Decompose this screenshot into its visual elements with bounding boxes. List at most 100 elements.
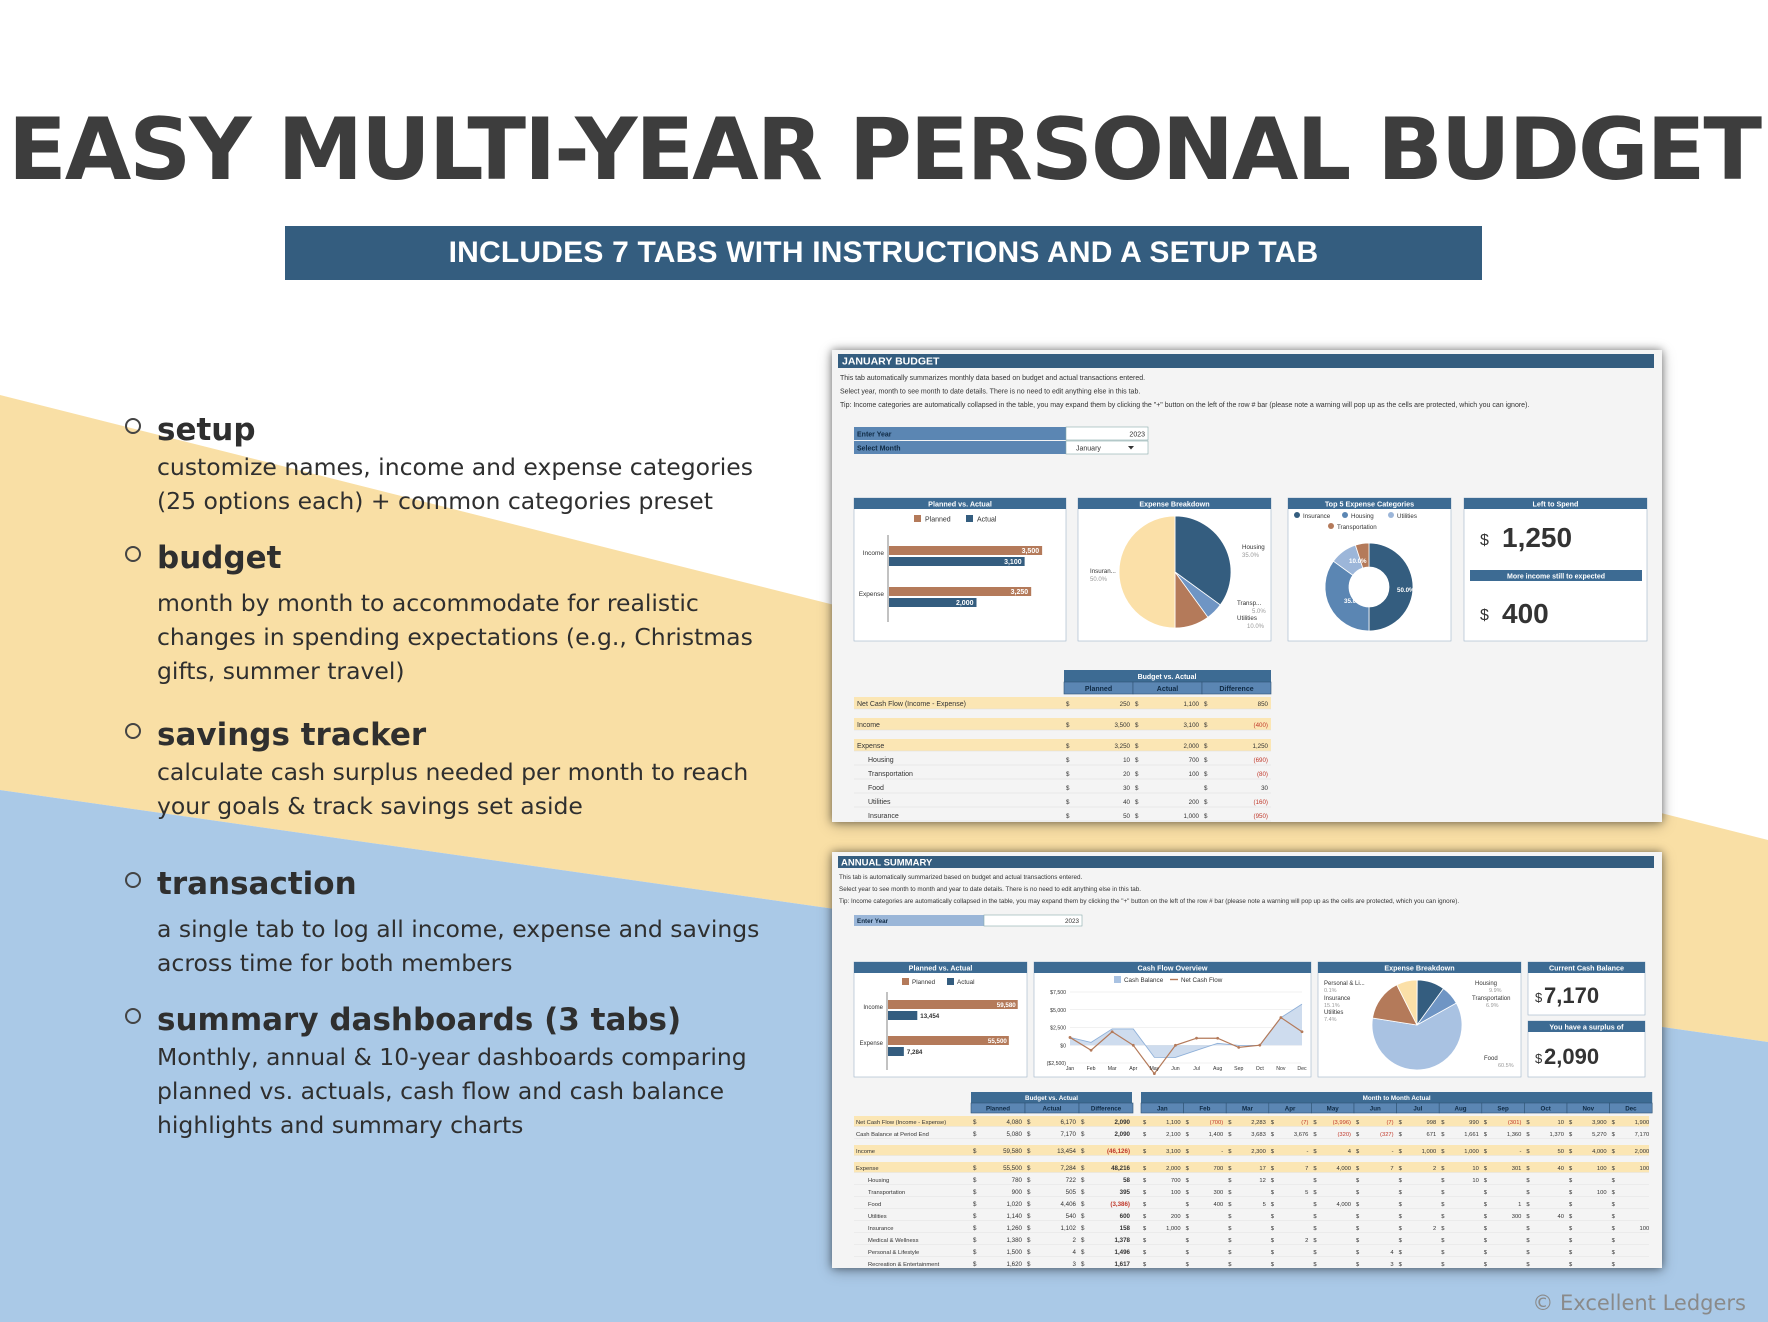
currency-symbol: $	[1480, 532, 1489, 549]
difference-cell-currency: $	[1081, 1148, 1085, 1155]
mtm-currency: $	[1612, 1132, 1616, 1138]
mtm-cell: 3,683	[1251, 1132, 1266, 1138]
surplus-card-header	[1528, 1021, 1645, 1032]
y-tick-label: $2,500	[1050, 1026, 1066, 1032]
pie-value: 9.9%	[1489, 988, 1502, 994]
mtm-cell: 2,300	[1251, 1149, 1266, 1155]
bar-data-label: 59,580	[997, 1002, 1016, 1009]
mtm-cell: (7)	[1387, 1120, 1394, 1126]
mtm-currency: $	[1399, 1226, 1403, 1232]
sheet-note: This tab automatically summarizes monthl…	[840, 375, 1145, 382]
pie-label: Insurance	[1324, 996, 1351, 1002]
mtm-cell: 7	[1390, 1166, 1393, 1172]
mtm-currency: $	[1612, 1214, 1616, 1220]
actual-cell-currency: $	[1135, 771, 1139, 778]
table-column-header	[1078, 1102, 1134, 1114]
mtm-currency: $	[1612, 1202, 1616, 1208]
mtm-column-label: Aug	[1454, 1106, 1466, 1113]
mtm-cell: 2	[1433, 1166, 1436, 1172]
sheet-header-title: ANNUAL SUMMARY	[841, 858, 933, 869]
mtm-column-label: Oct	[1541, 1106, 1551, 1113]
feature-line: gifts, summer travel)	[157, 657, 405, 685]
pie-value: 50.0%	[1090, 577, 1108, 583]
x-tick-label: May	[1149, 1066, 1159, 1072]
sheet-note: Select year, month to see month to date …	[840, 389, 1140, 396]
planned-cell: 1,260	[1007, 1225, 1023, 1232]
currency-symbol: $	[1535, 1051, 1543, 1066]
planned-cell: 3,250	[1115, 743, 1131, 750]
planned-cell-currency: $	[1066, 743, 1070, 750]
mtm-cell: 17	[1259, 1166, 1265, 1172]
planned-vs-actual-card	[853, 497, 1067, 642]
bar-actual	[888, 1011, 918, 1020]
mtm-cell: (7)	[1301, 1120, 1308, 1126]
mtm-currency: $	[1143, 1238, 1147, 1244]
mtm-currency: $	[1313, 1214, 1317, 1220]
mtm-cell: 1,661	[1464, 1132, 1479, 1138]
mtm-currency: $	[1313, 1238, 1317, 1244]
mtm-currency: $	[1228, 1190, 1232, 1196]
net-cash-flow-point	[1279, 1016, 1283, 1019]
net-cash-flow-point	[1174, 1043, 1177, 1047]
mtm-column-label: Jul	[1413, 1106, 1422, 1113]
mtm-currency: $	[1186, 1166, 1190, 1172]
mtm-cell: 5	[1263, 1202, 1266, 1208]
mtm-currency: $	[1526, 1166, 1530, 1172]
legend-label: Housing	[1351, 513, 1374, 520]
current-balance-value: 7,170	[1544, 983, 1599, 1008]
planned-cell-currency: $	[1066, 757, 1070, 764]
mtm-currency: $	[1313, 1226, 1317, 1232]
planned-cell-currency: $	[1066, 701, 1070, 708]
legend-actual-label: Actual	[977, 517, 997, 524]
january-budget-screenshot: JANUARY BUDGET This tab automatically sum…	[832, 350, 1662, 822]
planned-cell-currency: $	[973, 1119, 977, 1126]
legend-planned-swatch	[902, 978, 909, 985]
feature-title: setup	[157, 412, 256, 448]
mtm-currency: $	[1399, 1120, 1403, 1126]
mtm-currency: $	[1356, 1262, 1360, 1268]
bar-data-label: 3,250	[1011, 589, 1029, 596]
mtm-cell: 40	[1558, 1166, 1564, 1172]
pie-label: Food	[1484, 1056, 1498, 1062]
planned-cell-currency: $	[973, 1213, 977, 1220]
mtm-cell: 100	[1640, 1166, 1650, 1172]
feature-transaction: transaction a single tab to log all inco…	[125, 864, 785, 980]
annual-summary-screenshot: ANNUAL SUMMARY This tab is automatically …	[832, 852, 1662, 1268]
feature-line: customize names, income and expense cate…	[157, 453, 753, 481]
mtm-cell: 1,000	[1422, 1149, 1437, 1155]
table-column-label: Actual	[1157, 686, 1178, 693]
y-tick-label: ($2,500)	[1047, 1061, 1067, 1067]
planned-cell-currency: $	[973, 1165, 977, 1172]
copyright-text: © Excellent Ledgers	[1532, 1291, 1746, 1315]
planned-cell-currency: $	[973, 1201, 977, 1208]
mtm-currency: $	[1569, 1190, 1573, 1196]
mtm-cell: 5,270	[1592, 1132, 1607, 1138]
mtm-currency: $	[1271, 1190, 1275, 1196]
mtm-currency: $	[1313, 1250, 1317, 1256]
y-tick-label: $5,000	[1050, 1008, 1066, 1014]
feature-line: planned vs. actuals, cash flow and cash …	[157, 1077, 725, 1105]
mtm-cell: 700	[1171, 1178, 1181, 1184]
mtm-currency: $	[1612, 1238, 1616, 1244]
feature-title: savings tracker	[157, 717, 427, 753]
mtm-column-label: Sep	[1497, 1106, 1509, 1113]
mtm-currency: $	[1356, 1178, 1360, 1184]
mtm-currency: $	[1612, 1149, 1616, 1155]
net-cash-flow-point	[1110, 1030, 1114, 1034]
mtm-currency: $	[1484, 1166, 1488, 1172]
more-income-value: 400	[1502, 598, 1549, 629]
planned-vs-actual-card-title: Planned vs. Actual	[909, 963, 973, 972]
legend-swatch	[1328, 523, 1334, 529]
difference-cell: 158	[1120, 1225, 1131, 1232]
actual-cell: 540	[1066, 1213, 1077, 1220]
planned-cell: 55,500	[1003, 1165, 1022, 1172]
mtm-cell: 3,100	[1166, 1149, 1181, 1155]
table-row-highlight	[854, 697, 1271, 709]
more-income-title: More income still to expected	[1507, 573, 1605, 580]
mtm-cell: 1	[1518, 1202, 1521, 1208]
mtm-currency: $	[1399, 1202, 1403, 1208]
table-row-highlight	[854, 718, 1271, 730]
difference-cell-currency: $	[1081, 1237, 1085, 1244]
x-tick-label: Oct	[1256, 1066, 1265, 1072]
actual-cell: 4	[1073, 1249, 1077, 1256]
